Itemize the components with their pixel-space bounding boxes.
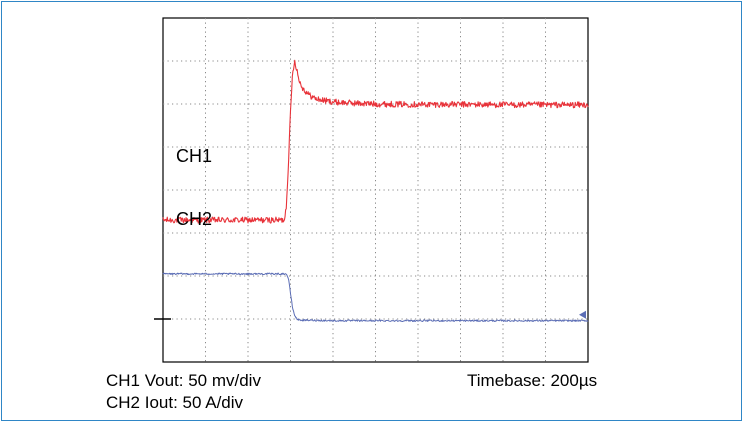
ch2-trace — [162, 272, 589, 322]
ch1-trace — [162, 59, 589, 224]
ch2-scale-label: CH2 Iout: 50 A/div — [106, 393, 244, 412]
traces — [162, 59, 589, 322]
ch2-trace-label: CH2 — [176, 209, 213, 229]
ch1-trace-label: CH1 — [176, 146, 213, 166]
grid — [163, 18, 588, 362]
timebase-label: Timebase: 200µs — [467, 371, 598, 390]
trigger-level-marker — [579, 310, 586, 319]
markers — [154, 310, 586, 320]
ch1-scale-label: CH1 Vout: 50 mv/div — [106, 371, 261, 390]
